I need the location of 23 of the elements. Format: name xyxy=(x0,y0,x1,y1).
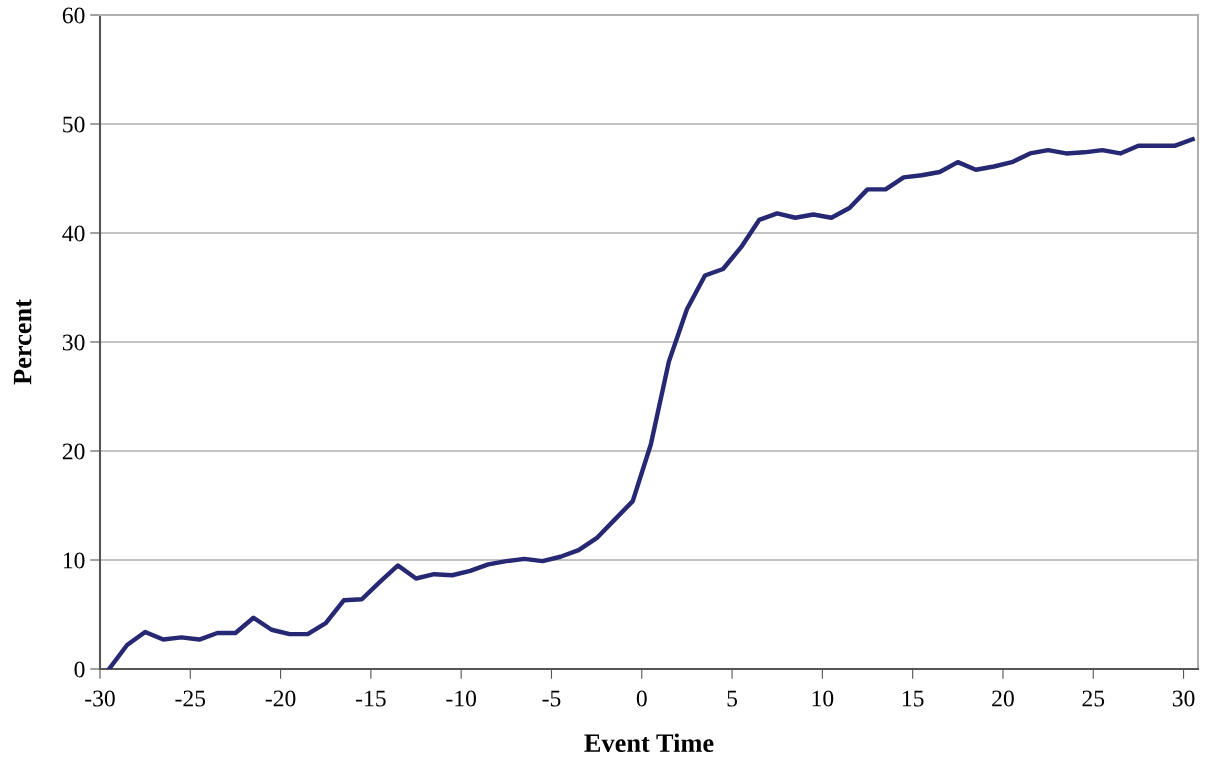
x-tick-label: 30 xyxy=(1172,690,1195,707)
y-tick-label: 10 xyxy=(63,552,85,569)
x-tick-label: 25 xyxy=(1082,690,1105,707)
x-tick-label: 20 xyxy=(992,690,1014,707)
x-tick-label: 0 xyxy=(636,690,647,707)
x-tick-label: -5 xyxy=(542,690,561,707)
line-series xyxy=(106,137,1195,669)
x-tick-label: -15 xyxy=(356,690,386,707)
x-tick-label: 5 xyxy=(727,690,738,707)
y-tick-label: 20 xyxy=(62,443,85,460)
x-tick-label: 10 xyxy=(812,690,834,707)
x-axis-title: Event Time xyxy=(584,733,714,753)
y-tick-label: 30 xyxy=(62,334,85,351)
x-tick-label: -25 xyxy=(175,690,206,707)
y-tick-label: 40 xyxy=(62,225,85,242)
y-tick-label: 0 xyxy=(74,661,85,678)
x-tick-label: -10 xyxy=(446,690,477,707)
x-tick-label: 15 xyxy=(902,690,924,707)
y-axis-title: Percent xyxy=(13,299,32,385)
y-tick-label: 50 xyxy=(63,116,85,133)
y-tick-label: 60 xyxy=(62,7,85,24)
x-tick-label: -30 xyxy=(85,690,115,707)
x-tick-label: -20 xyxy=(265,690,296,707)
